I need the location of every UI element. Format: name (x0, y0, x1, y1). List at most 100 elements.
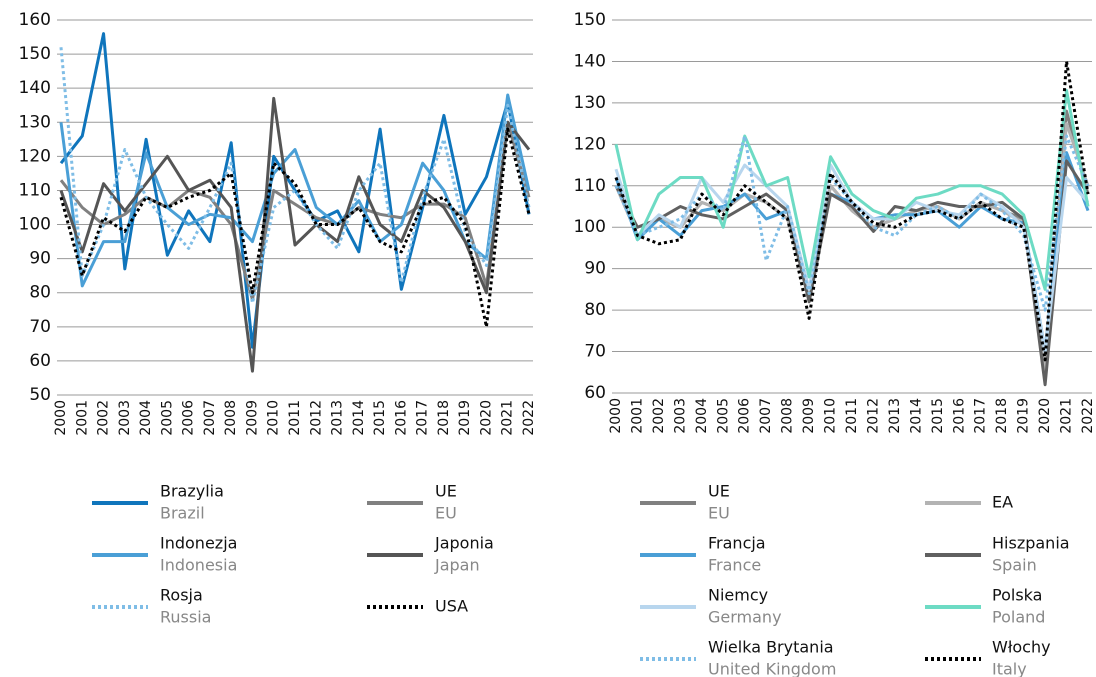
x-tick-label: 2014 (351, 400, 367, 436)
legend-label: UE (708, 482, 730, 501)
x-tick-label: 2021 (1059, 398, 1075, 434)
legend-label: USA (435, 597, 468, 616)
series-line (614, 88, 1090, 291)
legend-label: Rosja (160, 586, 203, 605)
series-line (614, 151, 1090, 354)
legend-label-en: EU (435, 504, 457, 523)
y-tick-label: 120 (19, 146, 51, 166)
x-tick-label: 2007 (758, 398, 774, 434)
series-line (59, 47, 531, 305)
x-tick-label: 2004 (694, 398, 710, 434)
x-tick-label: 2003 (672, 398, 688, 434)
x-tick-label: 2022 (521, 400, 537, 436)
x-tick-label: 2012 (308, 400, 324, 436)
y-tick-label: 110 (574, 176, 606, 196)
y-tick-label: 60 (584, 383, 606, 403)
y-tick-label: 50 (29, 385, 51, 405)
legend-label-en: Japan (434, 556, 480, 575)
y-tick-label: 90 (584, 259, 606, 279)
legend-label: Hiszpania (992, 534, 1070, 553)
x-tick-label: 2005 (715, 398, 731, 434)
x-tick-label: 2000 (608, 398, 624, 434)
x-tick-label: 2009 (244, 400, 260, 436)
x-tick-label: 2010 (823, 398, 839, 434)
y-tick-label: 120 (574, 134, 606, 154)
x-tick-label: 2020 (1037, 398, 1053, 434)
x-tick-label: 2002 (651, 398, 667, 434)
legend-label-en: France (708, 556, 761, 575)
series-line (59, 96, 531, 373)
x-tick-label: 2017 (973, 398, 989, 434)
x-tick-label: 2017 (415, 400, 431, 436)
legend-label: Brazylia (160, 482, 224, 501)
x-tick-label: 2014 (908, 398, 924, 434)
y-tick-label: 100 (19, 215, 51, 235)
y-tick-label: 70 (29, 317, 51, 337)
series-line (614, 122, 1090, 374)
y-tick-label: 130 (19, 112, 51, 132)
legend-label-en: Poland (992, 608, 1045, 627)
x-tick-label: 2013 (330, 400, 346, 436)
x-tick-label: 2009 (801, 398, 817, 434)
x-tick-label: 2003 (117, 400, 133, 436)
x-tick-label: 2013 (887, 398, 903, 434)
y-tick-label: 100 (574, 217, 606, 237)
series-line (614, 59, 1090, 362)
x-tick-label: 2016 (951, 398, 967, 434)
x-tick-label: 2008 (780, 398, 796, 434)
y-tick-label: 150 (574, 10, 606, 30)
legend-label: Francja (708, 534, 766, 553)
x-tick-label: 2021 (500, 400, 516, 436)
legend-label-en: Russia (160, 608, 211, 627)
legend-label: UE (435, 482, 457, 501)
x-tick-label: 2011 (287, 400, 303, 436)
x-tick-label: 2022 (1080, 398, 1096, 434)
legend-label: Japonia (434, 534, 494, 553)
x-tick-label: 2020 (478, 400, 494, 436)
x-tick-label: 2018 (994, 398, 1010, 434)
legend-label: EA (992, 493, 1013, 512)
x-tick-label: 2001 (629, 398, 645, 434)
series-line (614, 159, 1090, 387)
x-tick-label: 2004 (138, 400, 154, 436)
legend-label-en: Indonesia (160, 556, 237, 575)
x-tick-label: 2001 (74, 400, 90, 436)
x-tick-label: 2008 (223, 400, 239, 436)
y-tick-label: 150 (19, 44, 51, 64)
y-tick-label: 80 (29, 283, 51, 303)
x-tick-label: 2016 (393, 400, 409, 436)
y-tick-label: 70 (584, 342, 606, 362)
x-tick-label: 2019 (457, 400, 473, 436)
y-tick-label: 60 (29, 351, 51, 371)
x-tick-label: 2000 (53, 400, 69, 436)
x-tick-label: 2015 (372, 400, 388, 436)
y-tick-label: 140 (19, 78, 51, 98)
legend-label-en: Brazil (160, 504, 205, 523)
legend-label: Wielka Brytania (708, 638, 834, 657)
y-tick-label: 80 (584, 300, 606, 320)
legend-label: Indonezja (160, 534, 237, 553)
x-tick-label: 2002 (96, 400, 112, 436)
x-tick-label: 2006 (737, 398, 753, 434)
x-tick-label: 2010 (266, 400, 282, 436)
legend-label: Polska (992, 586, 1042, 605)
legend-label-en: Germany (708, 608, 782, 627)
legend-label-en: EU (708, 504, 730, 523)
series-line (614, 134, 1090, 312)
y-tick-label: 140 (574, 51, 606, 71)
x-tick-label: 2015 (930, 398, 946, 434)
legend-label-en: Italy (992, 660, 1027, 677)
y-tick-label: 160 (19, 10, 51, 30)
legend-label: Włochy (992, 638, 1051, 657)
y-tick-label: 90 (29, 249, 51, 269)
y-tick-label: 130 (574, 93, 606, 113)
x-tick-label: 2006 (181, 400, 197, 436)
legend-label: Niemcy (708, 586, 768, 605)
x-tick-label: 2012 (865, 398, 881, 434)
legend-label-en: United Kingdom (708, 660, 836, 677)
x-tick-label: 2007 (202, 400, 218, 436)
x-tick-label: 2011 (844, 398, 860, 434)
x-tick-label: 2018 (436, 400, 452, 436)
y-tick-label: 110 (19, 180, 51, 200)
